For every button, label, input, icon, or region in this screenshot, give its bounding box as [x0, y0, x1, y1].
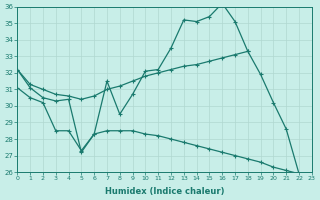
X-axis label: Humidex (Indice chaleur): Humidex (Indice chaleur)	[105, 187, 224, 196]
